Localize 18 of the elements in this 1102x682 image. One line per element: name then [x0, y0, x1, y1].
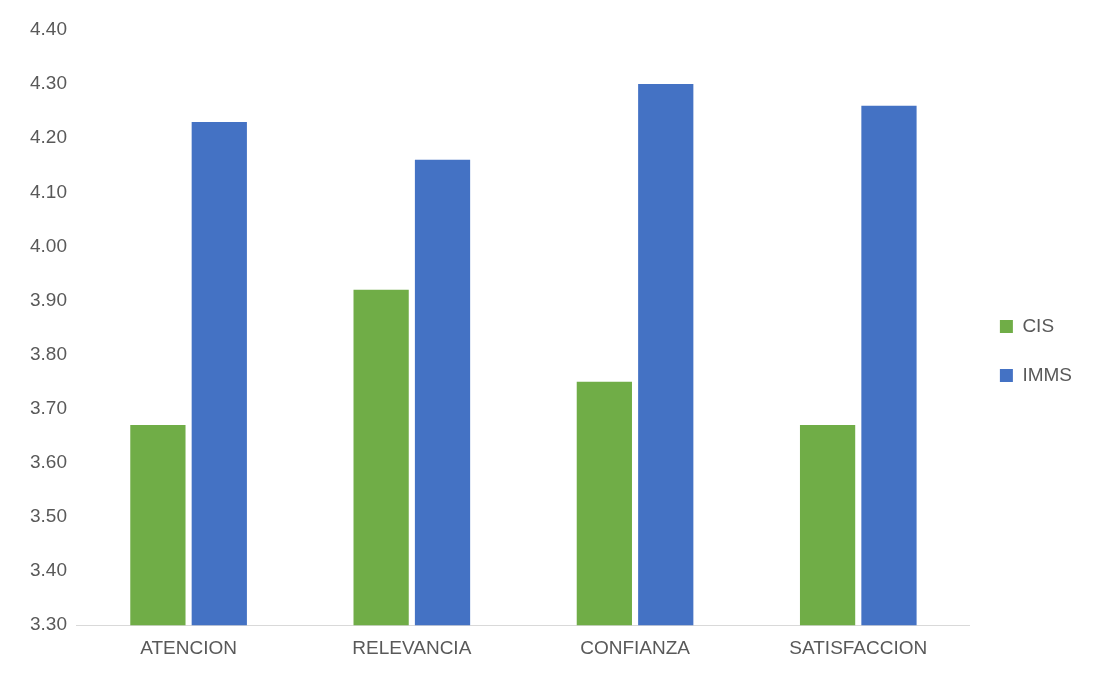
legend-label: IMMS: [1022, 363, 1072, 385]
y-tick-label: 4.30: [30, 72, 67, 94]
y-tick-label: 4.20: [30, 126, 67, 148]
legend-label: CIS: [1022, 314, 1055, 336]
y-tick-label: 3.30: [30, 613, 67, 635]
y-tick-label: 3.80: [30, 342, 67, 364]
y-tick-label: 4.00: [30, 234, 67, 256]
y-tick-label: 3.50: [30, 505, 67, 527]
y-tick-label: 4.10: [30, 180, 67, 202]
x-tick-label: SATISFACCION: [789, 636, 928, 658]
y-tick-label: 3.40: [30, 559, 67, 581]
y-tick-label: 3.70: [30, 397, 67, 418]
y-tick-label: 3.60: [30, 451, 67, 473]
y-tick-label: 3.90: [30, 288, 67, 310]
x-tick-label: ATENCION: [140, 636, 237, 658]
x-tick-label: RELEVANCIA: [352, 636, 472, 658]
y-tick-label: 4.40: [30, 18, 67, 40]
x-tick-label: CONFIANZA: [580, 636, 691, 658]
